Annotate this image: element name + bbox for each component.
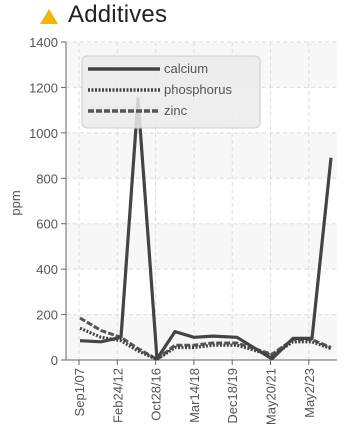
legend-label-calcium: calcium [164,61,208,76]
x-tick-label: Mar14/18 [187,368,202,423]
y-tick-label: 1200 [29,80,58,95]
x-tick-label: Oct28/16 [149,368,164,421]
grid-band [66,223,337,270]
y-tick-label: 600 [36,217,58,232]
x-tick-label: Sep1/07 [72,368,87,416]
legend-box [81,55,261,129]
y-axis-label: ppm [8,190,23,215]
legend-label-zinc: zinc [164,103,188,118]
y-tick-label: 200 [36,308,58,323]
grid-band [66,132,337,179]
warning-triangle-icon [40,8,58,24]
legend-label-phosphorus: phosphorus [164,82,232,97]
x-tick-label: Dec18/19 [225,368,240,424]
y-tick-label: 1000 [29,126,58,141]
y-tick-label: 400 [36,262,58,277]
series-line-calcium [79,97,333,361]
chart-header: Additives [40,0,167,30]
x-tick-label: May20/21 [264,368,279,425]
y-tick-label: 1400 [29,35,58,50]
chart-title: Additives [68,1,168,28]
x-tick-label: Feb24/12 [110,368,125,423]
y-tick-label: 0 [51,353,58,368]
series-line-phosphorus [79,326,332,362]
y-tick-label: 800 [36,171,58,186]
x-tick-label: May2/23 [302,368,317,418]
